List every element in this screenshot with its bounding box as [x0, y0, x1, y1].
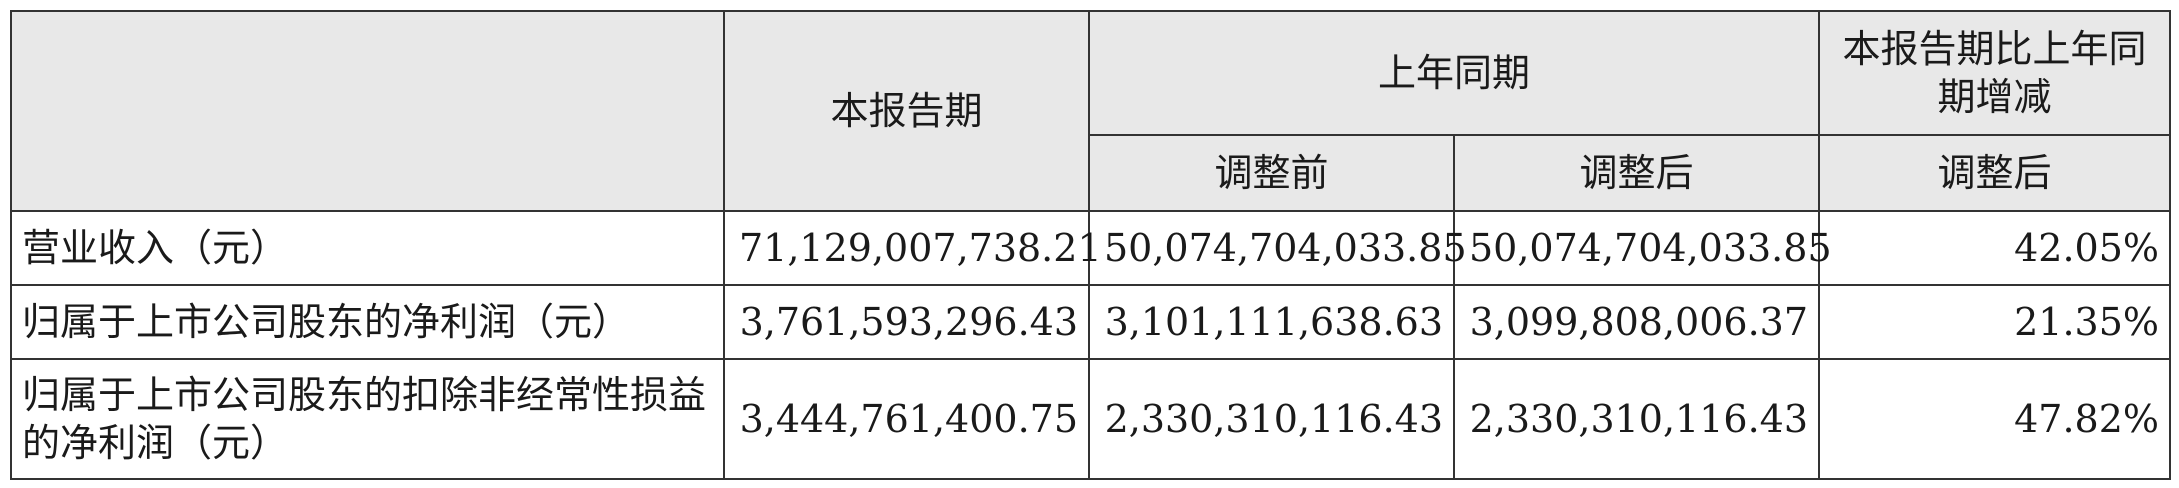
header-change-after-adjustment: 调整后 — [1818, 134, 2172, 212]
prior-after-value: 3,099,808,006.37 — [1452, 284, 1821, 360]
header-row-bottom: 调整前 调整后 调整后 — [11, 134, 2172, 212]
prior-before-value: 50,074,704,033.85 — [1088, 210, 1467, 286]
current-value: 71,129,007,738.21 — [723, 210, 1102, 286]
current-value: 3,444,761,400.75 — [723, 358, 1090, 480]
header-prior-year-period: 上年同期 — [1087, 10, 1821, 136]
row-label: 归属于上市公司股东的净利润（元） — [10, 284, 725, 360]
table-row: 归属于上市公司股东的扣除非经常性损益的净利润（元） 3,444,761,400.… — [10, 358, 2172, 480]
prior-before-value: 3,101,111,638.63 — [1088, 284, 1455, 360]
header-change: 本报告期比上年同期增减 — [1818, 10, 2172, 136]
header-before-adjustment: 调整前 — [1088, 134, 1455, 212]
change-value: 42.05% — [1818, 210, 2172, 286]
header-current-period: 本报告期 — [723, 10, 1090, 212]
financial-summary-table: 本报告期 上年同期 本报告期比上年同期增减 调整前 调整后 调整后 营业收入（元… — [10, 10, 2172, 480]
table-row: 营业收入（元） 71,129,007,738.21 50,074,704,033… — [10, 210, 2172, 286]
row-label: 营业收入（元） — [10, 210, 725, 286]
header-blank-cell — [10, 10, 725, 212]
prior-after-value: 2,330,310,116.43 — [1452, 358, 1821, 480]
change-value: 47.82% — [1818, 358, 2172, 480]
table-row: 归属于上市公司股东的净利润（元） 3,761,593,296.43 3,101,… — [10, 284, 2172, 360]
row-label: 归属于上市公司股东的扣除非经常性损益的净利润（元） — [10, 358, 725, 480]
header-row-top: 本报告期 上年同期 本报告期比上年同期增减 — [10, 10, 2172, 212]
header-after-adjustment: 调整后 — [1452, 134, 1821, 212]
prior-after-value: 50,074,704,033.85 — [1452, 210, 1832, 286]
prior-before-value: 2,330,310,116.43 — [1088, 358, 1455, 480]
change-value: 21.35% — [1818, 284, 2172, 360]
current-value: 3,761,593,296.43 — [723, 284, 1090, 360]
